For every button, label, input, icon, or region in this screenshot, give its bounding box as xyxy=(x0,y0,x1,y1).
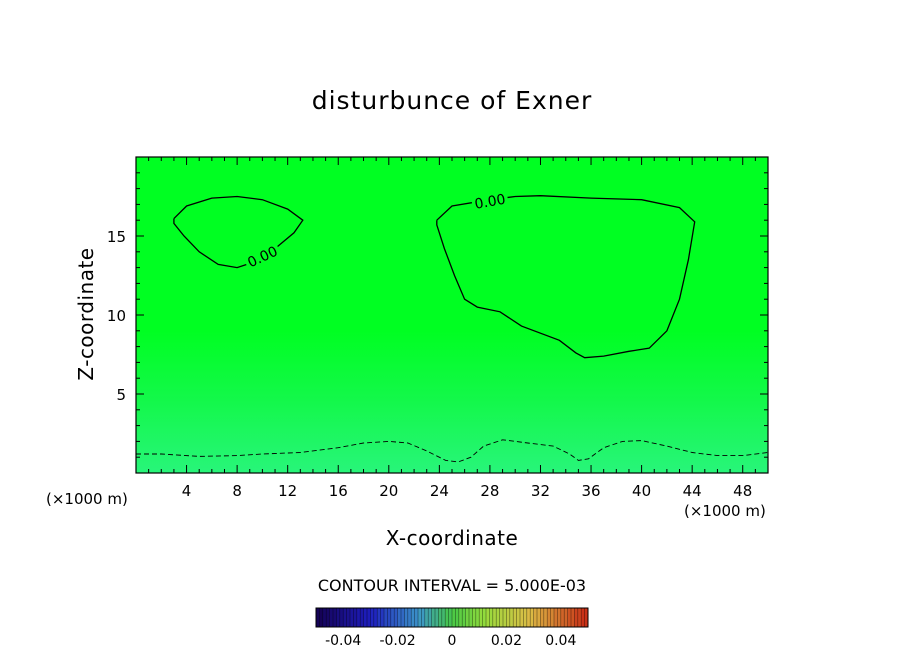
y-tick-label: 5 xyxy=(116,386,126,404)
contour-line-1 xyxy=(173,195,304,269)
x-tick-label: 12 xyxy=(278,482,297,500)
y-tick-label: 10 xyxy=(107,307,126,325)
contour-line-2 xyxy=(436,195,696,359)
x-tick-label: 32 xyxy=(531,482,550,500)
colorbar-tick-label: -0.04 xyxy=(325,633,361,649)
y-axis-unit: (×1000 m) xyxy=(46,490,128,508)
x-tick-label: 16 xyxy=(329,482,348,500)
colorbar-frame xyxy=(315,607,589,628)
x-axis-label: X-coordinate xyxy=(385,526,519,550)
colorbar-tick-label: -0.02 xyxy=(379,633,415,649)
x-tick-label: 28 xyxy=(480,482,499,500)
x-tick-label: 36 xyxy=(581,482,600,500)
x-axis-unit: (×1000 m) xyxy=(684,502,766,520)
contour-field xyxy=(136,157,768,473)
x-tick-label: 48 xyxy=(733,482,752,500)
x-tick-label: 8 xyxy=(232,482,242,500)
x-tick-label: 44 xyxy=(683,482,702,500)
x-tick-label: 20 xyxy=(379,482,398,500)
y-tick-label: 15 xyxy=(107,228,126,246)
contour-label: 0.00 xyxy=(473,192,506,213)
contour-label-group-2: 0.00 xyxy=(470,189,509,213)
x-tick-label: 40 xyxy=(632,482,651,500)
x-tick-label: 24 xyxy=(430,482,449,500)
contour-label-bg xyxy=(470,189,509,212)
chart-title: disturbunce of Exner xyxy=(311,86,593,115)
contour-interval-label: CONTOUR INTERVAL = 5.000E-03 xyxy=(317,576,587,595)
contour-label-bg xyxy=(242,240,282,271)
colorbar-tick-label: 0.02 xyxy=(491,633,522,649)
colorbar-tick-label: 0.04 xyxy=(545,633,576,649)
x-tick-label: 4 xyxy=(182,482,192,500)
colorbar-tick-label: 0 xyxy=(448,633,457,649)
